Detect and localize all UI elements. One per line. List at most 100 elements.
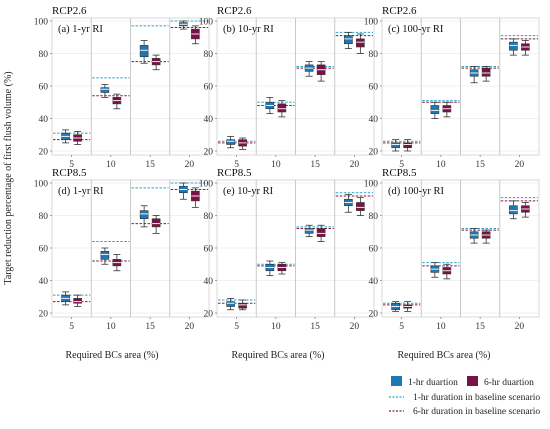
y-tick-label: 40 xyxy=(39,115,49,125)
panel-5: RCP8.5 20 40 60 80 100 5 10 15 20 (e) 10-yr RI xyxy=(199,167,375,332)
y-tick-label: 80 xyxy=(369,50,379,60)
y-tick-label: 100 xyxy=(364,18,379,28)
panel-3: RCP2.6 20 40 60 80 100 5 10 15 20 (c) 100-yr RI xyxy=(364,5,540,170)
y-axis-label: Target reduction percentage of first flu… xyxy=(3,71,14,284)
x-tick-label: 20 xyxy=(350,160,360,170)
box-1hr xyxy=(509,41,518,51)
x-tick-label: 10 xyxy=(436,322,446,332)
x-tick-label: 15 xyxy=(475,160,485,170)
y-tick-label: 20 xyxy=(204,310,214,320)
box-1hr xyxy=(391,142,400,149)
panel-label: (d) 100-yr RI xyxy=(388,186,444,197)
panel-label: (b) 10-yr RI xyxy=(223,24,274,35)
y-tick-label: 80 xyxy=(39,212,49,222)
y-tick-label: 20 xyxy=(369,148,379,158)
y-tick-label: 100 xyxy=(34,180,49,190)
box-6hr xyxy=(356,38,365,48)
x-tick-label: 20 xyxy=(185,322,195,332)
y-tick-label: 100 xyxy=(364,180,379,190)
y-tick-label: 100 xyxy=(199,180,214,190)
x-axis-label-right: Required BCs area (%) xyxy=(397,350,490,361)
x-tick-label: 5 xyxy=(399,322,404,332)
panel-6: RCP8.5 20 40 60 80 100 5 10 15 20 (d) 100-yr RI xyxy=(364,167,540,332)
y-tick-label: 60 xyxy=(204,245,214,255)
box-1hr xyxy=(100,87,110,93)
y-tick-label: 40 xyxy=(369,277,379,287)
y-tick-label: 20 xyxy=(204,148,214,158)
x-tick-label: 5 xyxy=(399,160,404,170)
box-1hr xyxy=(226,301,235,307)
panel-scenario-title: RCP8.5 xyxy=(382,167,417,179)
y-tick-label: 80 xyxy=(39,50,49,60)
box-1hr xyxy=(139,45,149,58)
box-6hr xyxy=(238,302,247,309)
box-6hr xyxy=(277,103,287,113)
legend-swatch-6hr xyxy=(467,376,478,386)
panel-label: (c) 100-yr RI xyxy=(388,24,444,35)
legend-label-1hr-baseline: 1-hr duration in baseline scenario xyxy=(413,393,540,403)
box-6hr xyxy=(403,142,412,149)
y-tick-label: 40 xyxy=(39,277,49,287)
box-1hr xyxy=(509,205,518,215)
legend-label-6hr: 6-hr duartion xyxy=(484,378,534,388)
y-tick-label: 100 xyxy=(34,18,49,28)
x-tick-label: 20 xyxy=(185,160,195,170)
panel-label: (d) 1-yr RI xyxy=(58,186,104,197)
panel-2: RCP2.6 20 40 60 80 100 5 10 15 20 (b) 10-yr RI xyxy=(199,5,375,170)
y-tick-label: 20 xyxy=(39,148,49,158)
x-tick-label: 15 xyxy=(145,160,155,170)
x-tick-label: 20 xyxy=(350,322,360,332)
panel-scenario-title: RCP2.6 xyxy=(217,5,252,17)
panel-label: (a) 1-yr RI xyxy=(58,24,103,35)
box-6hr xyxy=(151,218,161,228)
box-1hr xyxy=(100,250,110,260)
y-tick-label: 40 xyxy=(204,115,214,125)
x-tick-label: 10 xyxy=(106,322,116,332)
x-tick-label: 5 xyxy=(69,322,74,332)
box-1hr xyxy=(430,105,440,114)
box-1hr xyxy=(139,210,149,220)
x-tick-label: 5 xyxy=(234,160,239,170)
x-tick-label: 5 xyxy=(69,160,74,170)
box-6hr xyxy=(316,228,326,237)
x-tick-label: 10 xyxy=(436,160,446,170)
x-tick-label: 10 xyxy=(271,322,281,332)
y-tick-label: 80 xyxy=(204,212,214,222)
box-6hr xyxy=(481,67,491,77)
box-1hr xyxy=(344,35,353,45)
panel-scenario-title: RCP8.5 xyxy=(217,167,252,179)
y-tick-label: 100 xyxy=(199,18,214,28)
y-tick-label: 60 xyxy=(369,245,379,255)
y-tick-label: 60 xyxy=(204,83,214,93)
y-tick-label: 60 xyxy=(39,83,49,93)
legend-label-6hr-baseline: 6-hr duration in baseline scenario xyxy=(413,407,540,417)
panel-label: (e) 10-yr RI xyxy=(223,186,274,197)
y-tick-label: 40 xyxy=(369,115,379,125)
y-tick-label: 80 xyxy=(369,212,379,222)
y-tick-label: 20 xyxy=(39,310,49,320)
x-tick-label: 10 xyxy=(271,160,281,170)
x-tick-label: 20 xyxy=(515,160,525,170)
box-1hr xyxy=(304,228,314,234)
x-tick-label: 10 xyxy=(106,160,116,170)
panel-scenario-title: RCP2.6 xyxy=(52,5,87,17)
box-6hr xyxy=(356,202,365,211)
x-tick-label: 15 xyxy=(145,322,155,332)
panel-1: RCP2.6 20 40 60 80 100 5 10 15 20 (a) 1-yr RI xyxy=(34,5,210,170)
legend-label-1hr: 1-hr duartion xyxy=(408,378,458,388)
x-axis-label-center: Required BCs area (%) xyxy=(231,350,324,361)
x-tick-label: 15 xyxy=(475,322,485,332)
y-tick-label: 60 xyxy=(39,245,49,255)
box-1hr xyxy=(226,139,235,145)
panel-4: RCP8.5 20 40 60 80 100 5 10 15 20 (d) 1-yr RI xyxy=(34,167,210,332)
x-tick-label: 15 xyxy=(310,160,320,170)
x-tick-label: 20 xyxy=(515,322,525,332)
legend: 1-hr duartion 6-hr duartion 1-hr duratio… xyxy=(389,376,540,417)
x-axis-label-left: Required BCs area (%) xyxy=(65,350,158,361)
y-tick-label: 80 xyxy=(204,50,214,60)
x-tick-label: 5 xyxy=(234,322,239,332)
y-tick-label: 40 xyxy=(204,277,214,287)
